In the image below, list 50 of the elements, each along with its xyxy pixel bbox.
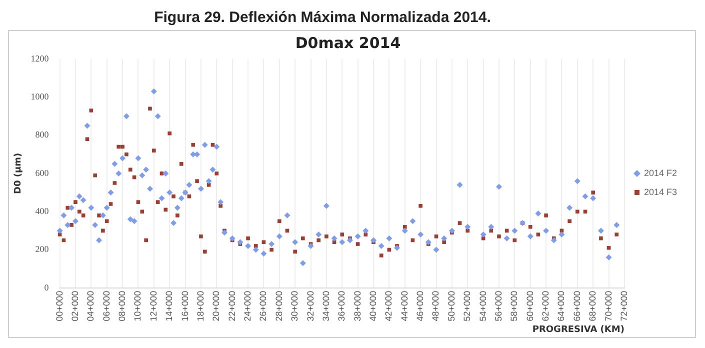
x-tick-label: 16+000 bbox=[180, 290, 190, 322]
x-tick-label: 22+000 bbox=[226, 290, 237, 322]
y-tick-label: 1000 bbox=[30, 92, 50, 102]
y-axis-title: D0 (µm) bbox=[14, 152, 24, 194]
legend-label: 2014 F3 bbox=[644, 186, 678, 197]
x-tick-label: 44+000 bbox=[399, 290, 410, 322]
x-tick-label: 62+000 bbox=[540, 290, 551, 322]
x-tick-label: 38+000 bbox=[352, 290, 362, 322]
x-tick-label: 20+000 bbox=[211, 290, 222, 322]
x-tick-label: 64+000 bbox=[556, 290, 566, 322]
x-tick-label: 34+000 bbox=[320, 290, 331, 322]
x-tick-label: 70+000 bbox=[603, 290, 614, 322]
chart-title: Figura 29. Deflexión Máxima Normalizada 2014. bbox=[153, 8, 492, 28]
x-tick-label: 06+000 bbox=[101, 290, 112, 322]
y-tick-label: 200 bbox=[35, 244, 50, 254]
y-tick-label: 400 bbox=[35, 206, 50, 216]
x-tick-label: 26+000 bbox=[258, 290, 268, 322]
x-tick-label: 36+000 bbox=[336, 290, 347, 322]
x-tick-label: 52+000 bbox=[462, 290, 472, 322]
x-tick-label: 32+000 bbox=[305, 290, 316, 322]
chart-subtitle: D0max 2014 bbox=[295, 34, 401, 52]
x-tick-label: 72+000 bbox=[618, 290, 629, 322]
x-tick-label: 18+000 bbox=[195, 290, 206, 322]
x-tick-label: 58+000 bbox=[509, 290, 520, 322]
y-tick-label: 0 bbox=[44, 282, 50, 292]
legend-label: 2014 F2 bbox=[644, 168, 678, 178]
x-tick-label: 66+000 bbox=[572, 290, 582, 322]
x-tick-label: 24+000 bbox=[242, 290, 253, 322]
x-tick-label: 54+000 bbox=[478, 290, 488, 322]
x-tick-label: 56+000 bbox=[493, 290, 504, 322]
x-tick-label: 40+000 bbox=[368, 290, 378, 322]
x-tick-label: 02+000 bbox=[70, 290, 80, 322]
x-tick-label: 60+000 bbox=[524, 290, 535, 322]
x-tick-label: 10+000 bbox=[132, 290, 143, 322]
x-tick-label: 48+000 bbox=[430, 290, 441, 322]
x-tick-label: 30+000 bbox=[290, 290, 300, 322]
x-tick-label: 46+000 bbox=[415, 290, 426, 322]
x-tick-label: 68+000 bbox=[588, 290, 598, 322]
x-tick-label: 04+000 bbox=[86, 290, 96, 322]
y-tick-label: 1200 bbox=[30, 53, 50, 64]
x-tick-label: 28+000 bbox=[274, 290, 284, 322]
x-axis-title: PROGRESIVA (KM) bbox=[532, 324, 624, 335]
y-tick-label: 800 bbox=[35, 130, 50, 140]
x-tick-label: 08+000 bbox=[117, 290, 128, 322]
x-tick-label: 00+000 bbox=[54, 290, 64, 322]
x-tick-label: 12+000 bbox=[148, 290, 158, 322]
x-tick-label: 42+000 bbox=[384, 290, 394, 322]
y-tick-label: 600 bbox=[35, 168, 50, 178]
x-tick-label: 50+000 bbox=[446, 290, 456, 322]
x-tick-label: 14+000 bbox=[164, 290, 174, 322]
